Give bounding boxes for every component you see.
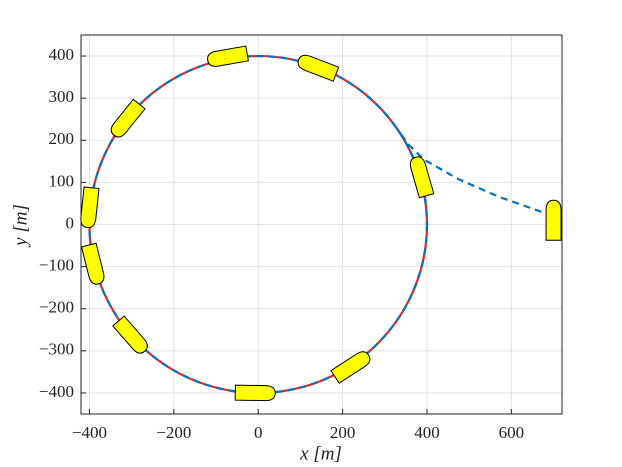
- y-tick-label: 300: [49, 87, 75, 106]
- y-tick-label: −400: [39, 382, 74, 401]
- y-axis-label: y [m]: [10, 204, 31, 248]
- x-tick-label: −200: [156, 423, 191, 442]
- ship: [330, 351, 371, 384]
- y-tick-label: 200: [49, 129, 75, 148]
- x-tick-label: 400: [414, 423, 440, 442]
- ship: [80, 242, 105, 285]
- ship: [297, 54, 340, 82]
- ship: [234, 384, 276, 402]
- axes-frame: [80, 34, 563, 415]
- ship: [110, 98, 146, 138]
- y-tick-label: 0: [66, 213, 75, 232]
- x-axis-label: x [m]: [299, 443, 342, 464]
- y-tick-label: 400: [49, 45, 75, 64]
- y-tick-label: −100: [39, 256, 74, 275]
- approach-path: [393, 124, 545, 214]
- y-tick-label: −300: [39, 340, 74, 359]
- ship: [545, 199, 562, 241]
- x-tick-label: 0: [254, 423, 263, 442]
- y-tick-label: −200: [39, 298, 74, 317]
- x-tick-label: 200: [330, 423, 356, 442]
- ship: [112, 315, 148, 354]
- x-tick-label: −400: [72, 423, 107, 442]
- ship: [207, 45, 249, 67]
- x-tick-label: 600: [499, 423, 525, 442]
- y-tick-label: 100: [49, 171, 75, 190]
- ship: [409, 156, 435, 199]
